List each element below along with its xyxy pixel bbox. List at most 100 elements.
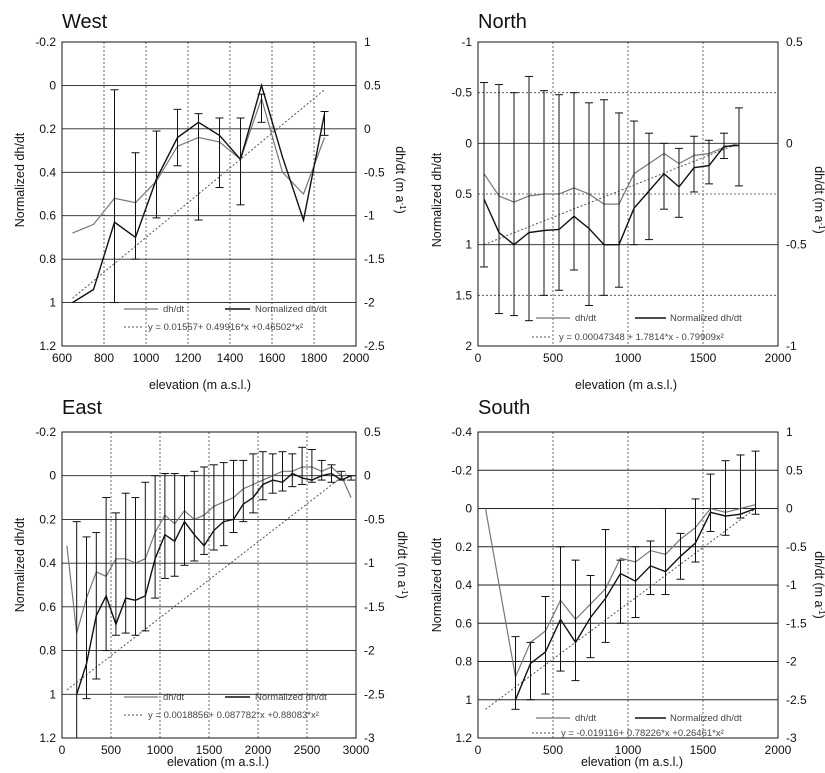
x-tick-label: 2500 bbox=[294, 743, 321, 757]
y2-tick-label: 0.5 bbox=[364, 425, 381, 439]
y2-tick-label: -1 bbox=[364, 209, 375, 223]
y-tick-label: 0.2 bbox=[39, 512, 56, 526]
x-tick-label: 1800 bbox=[301, 351, 328, 365]
x-axis-label: elevation (m a.s.l.) bbox=[149, 378, 251, 392]
y2-tick-label: -0.5 bbox=[786, 238, 807, 252]
legend-normalized-label: Normalized dh/dt bbox=[670, 713, 742, 724]
legend-dhdt-label: dh/dt bbox=[575, 313, 596, 324]
y2-tick-label: -0.5 bbox=[364, 512, 385, 526]
fit-line bbox=[72, 89, 325, 299]
y2-tick-label: 1 bbox=[786, 425, 793, 439]
y-axis-label: Normalized dh/dt bbox=[13, 132, 27, 227]
y-tick-label: 0.8 bbox=[39, 252, 56, 266]
legend-dhdt-label: dh/dt bbox=[163, 692, 184, 703]
y2-tick-label: 0.5 bbox=[786, 35, 803, 49]
y2-tick-label: -0.5 bbox=[364, 165, 385, 179]
x-tick-label: 2000 bbox=[765, 351, 792, 365]
y2-tick-label: -1 bbox=[786, 578, 797, 592]
y-tick-label: -0.2 bbox=[451, 463, 472, 477]
y2-axis-label: dh/dt (m a-1) bbox=[812, 551, 825, 619]
x-tick-label: 600 bbox=[52, 351, 72, 365]
x-tick-label: 1500 bbox=[690, 743, 717, 757]
plot-frame bbox=[477, 41, 779, 347]
series-dhdt-line bbox=[484, 504, 756, 679]
y-tick-label: 0 bbox=[49, 78, 56, 92]
y-tick-label: 1.2 bbox=[39, 339, 56, 353]
y2-tick-label: -2 bbox=[364, 644, 375, 658]
y2-tick-label: -1.5 bbox=[364, 252, 385, 266]
y-tick-label: 0.8 bbox=[455, 655, 472, 669]
y-tick-label: 0.2 bbox=[455, 540, 472, 554]
y2-tick-label: -2.5 bbox=[786, 693, 807, 707]
y2-tick-label: -2.5 bbox=[364, 339, 385, 353]
y-tick-label: 0.4 bbox=[39, 556, 56, 570]
x-tick-label: 2000 bbox=[343, 351, 370, 365]
chart-title: East bbox=[62, 397, 102, 419]
x-tick-label: 800 bbox=[94, 351, 114, 365]
x-tick-label: 1000 bbox=[133, 351, 160, 365]
y-tick-label: 0.6 bbox=[39, 600, 56, 614]
legend-fit-equation: y = 0.01557+ 0.49916*x +0.46502*x² bbox=[148, 322, 303, 333]
x-tick-label: 3000 bbox=[343, 743, 370, 757]
y2-tick-label: -0.5 bbox=[786, 540, 807, 554]
y2-tick-label: -2 bbox=[786, 655, 797, 669]
x-tick-label: 1000 bbox=[147, 743, 174, 757]
y-tick-label: 0.4 bbox=[39, 165, 56, 179]
y2-axis-label: dh/dt (m a-1) bbox=[395, 531, 410, 599]
x-tick-label: 0 bbox=[475, 351, 482, 365]
plot-frame bbox=[477, 431, 779, 739]
legend-normalized-label: Normalized dh/dt bbox=[670, 313, 742, 324]
legend-fit-equation: y = -0.019116+ 0.78226*x +0.26461*x² bbox=[561, 728, 724, 739]
y-tick-label: -0.2 bbox=[35, 35, 56, 49]
y-tick-label: 0.2 bbox=[39, 122, 56, 136]
y-tick-label: -0.4 bbox=[451, 425, 472, 439]
y-tick-label: 1 bbox=[49, 296, 56, 310]
panel-south: South elevation (m a.s.l.) Normalized dh… bbox=[430, 397, 825, 769]
legend-fit-equation: y = 0.0018856+ 0.087782*x +0.88083*x² bbox=[148, 710, 319, 721]
x-tick-label: 1600 bbox=[259, 351, 286, 365]
legend-dhdt-label: dh/dt bbox=[575, 713, 596, 724]
x-tick-label: 1000 bbox=[615, 743, 642, 757]
x-tick-label: 1000 bbox=[615, 351, 642, 365]
y-tick-label: 0 bbox=[465, 136, 472, 150]
chart-title: North bbox=[478, 11, 527, 33]
panel-north: North elevation (m a.s.l.) Normalized dh… bbox=[430, 11, 825, 392]
x-tick-label: 1200 bbox=[175, 351, 202, 365]
y2-tick-label: 0 bbox=[364, 122, 371, 136]
y2-tick-label: 1 bbox=[364, 35, 371, 49]
y-tick-label: 1.2 bbox=[39, 731, 56, 745]
y-tick-label: -0.2 bbox=[35, 425, 56, 439]
y2-tick-label: 0 bbox=[364, 469, 371, 483]
y2-tick-label: -1 bbox=[786, 339, 797, 353]
y-tick-label: 0.8 bbox=[39, 644, 56, 658]
x-axis-label: elevation (m a.s.l.) bbox=[167, 755, 269, 769]
y-axis-label: Normalized dh/dt bbox=[13, 517, 27, 612]
y2-axis-label: dh/dt (m a-1) bbox=[393, 146, 408, 214]
x-tick-label: 1500 bbox=[196, 743, 223, 757]
chart-title: South bbox=[478, 397, 530, 419]
y-tick-label: 0 bbox=[465, 502, 472, 516]
y-tick-label: -1 bbox=[461, 35, 472, 49]
y-tick-label: 1 bbox=[465, 238, 472, 252]
chart-title: West bbox=[62, 11, 108, 33]
series-dhdt-line bbox=[483, 142, 740, 205]
y-tick-label: 1 bbox=[49, 687, 56, 701]
y-tick-label: 1.5 bbox=[455, 288, 472, 302]
y-axis-label: Normalized dh/dt bbox=[430, 537, 444, 632]
y2-tick-label: -2.5 bbox=[364, 687, 385, 701]
y2-tick-label: -2 bbox=[364, 296, 375, 310]
legend-dhdt-label: dh/dt bbox=[163, 304, 184, 315]
y2-tick-label: 0 bbox=[786, 136, 793, 150]
x-tick-label: 500 bbox=[101, 743, 121, 757]
y2-tick-label: 0 bbox=[786, 502, 793, 516]
x-tick-label: 500 bbox=[543, 351, 563, 365]
y2-tick-label: 0.5 bbox=[364, 78, 381, 92]
y2-tick-label: -3 bbox=[364, 731, 375, 745]
y-tick-label: 0.6 bbox=[455, 616, 472, 630]
panel-east: East elevation (m a.s.l.) Normalized dh/… bbox=[13, 397, 410, 769]
x-tick-label: 2000 bbox=[245, 743, 272, 757]
x-axis-label: elevation (m a.s.l.) bbox=[581, 755, 683, 769]
x-tick-label: 1500 bbox=[690, 351, 717, 365]
y-tick-label: 1 bbox=[465, 693, 472, 707]
fit-line bbox=[483, 142, 740, 246]
